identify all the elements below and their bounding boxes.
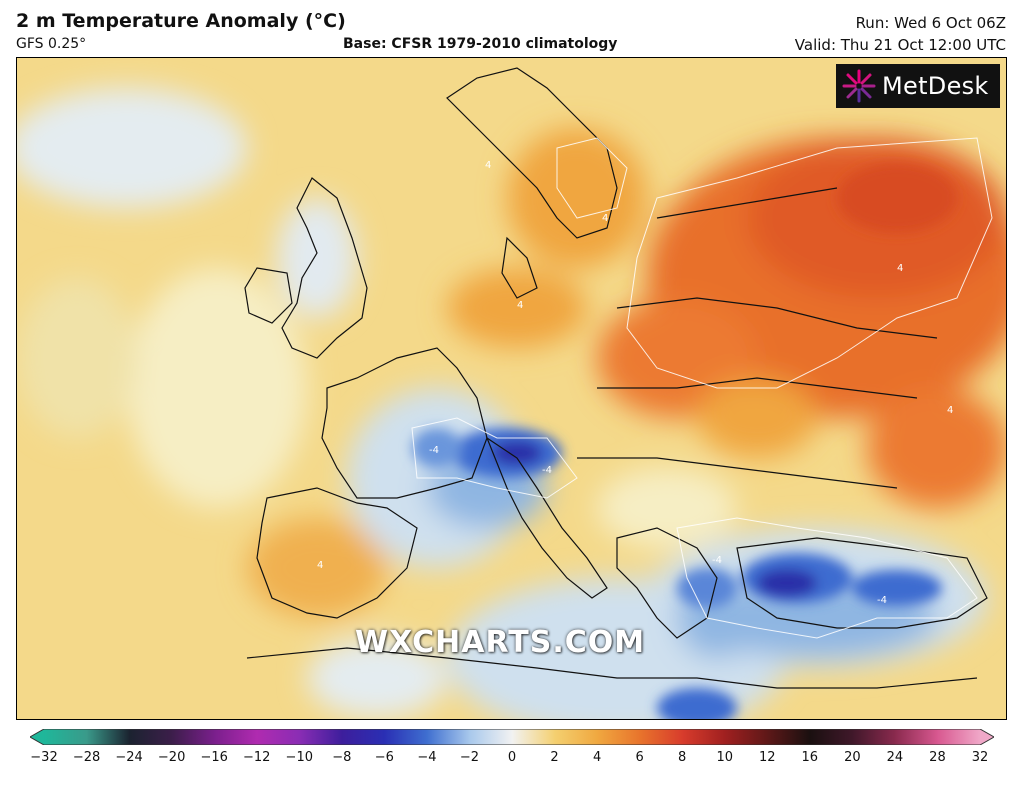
contour-lines xyxy=(411,137,993,639)
colorbar-segment xyxy=(554,729,598,745)
colorbar-tick-label: 10 xyxy=(716,750,733,765)
colorbar-tick-label: −8 xyxy=(332,750,352,765)
colorbar-segment xyxy=(384,729,428,745)
colorbar-arrow-left xyxy=(30,729,44,745)
metdesk-logo: MetDesk xyxy=(836,64,1000,108)
contour-label: -4 xyxy=(877,595,887,606)
colorbar-segment xyxy=(724,729,768,745)
colorbar-segment xyxy=(894,729,938,745)
run-label: Run: Wed 6 Oct 06Z xyxy=(855,14,1006,32)
colorbar-segment xyxy=(341,729,385,745)
anomaly-field xyxy=(17,88,1006,719)
colorbar-tick-label: 32 xyxy=(971,750,989,765)
cold-cores xyxy=(412,163,957,719)
colorbar-segment xyxy=(44,729,88,745)
model-label: GFS 0.25° xyxy=(16,36,87,52)
colorbar-segment xyxy=(512,729,556,745)
colorbar-tick-label: 6 xyxy=(635,750,644,765)
great-britain-outline xyxy=(281,177,368,359)
contour-label: -4 xyxy=(542,465,552,476)
colorbar-segment xyxy=(852,729,896,745)
colorbar-tick-label: 24 xyxy=(886,750,904,765)
colorbar-tick-label: 12 xyxy=(758,750,776,765)
colorbar-tick-label: −4 xyxy=(417,750,437,765)
colorbar-segment xyxy=(256,729,300,745)
denmark-outline xyxy=(501,236,538,299)
chart-title: 2 m Temperature Anomaly (°C) xyxy=(16,10,346,32)
colorbar-segment xyxy=(214,729,258,745)
colorbar-tick-label: −24 xyxy=(115,750,143,765)
coastlines xyxy=(244,67,988,689)
colorbar-ticks: −32 −28 −24 −20 −16 −12 −10 −8 −6 −4 −2 0 2 4 6 8 10 12 16… xyxy=(0,750,1024,770)
colorbar-tick-label: 2 xyxy=(550,750,559,765)
contour-label-group: 4 4 4 4 4 4 -4 -4 -4 -4 xyxy=(317,160,953,606)
colorbar-tick-label: −2 xyxy=(459,750,480,765)
colorbar-tick-label: −6 xyxy=(374,750,394,765)
contour-label: -4 xyxy=(429,445,439,456)
colorbar-segment xyxy=(767,729,811,745)
map-canvas: 4 4 4 4 4 4 -4 -4 -4 -4 xyxy=(17,58,1006,719)
italy-outline xyxy=(485,436,608,599)
colorbar-tick-label: −12 xyxy=(243,750,271,765)
colorbar-segment xyxy=(129,729,173,745)
colorbar xyxy=(30,729,994,745)
country-borders xyxy=(577,187,938,489)
contour-label: 4 xyxy=(517,300,523,311)
colorbar-tick-label: 20 xyxy=(844,750,861,765)
colorbar-tick-label: −16 xyxy=(200,750,228,765)
colorbar-tick-label: −32 xyxy=(30,750,58,765)
turkey-outline xyxy=(736,537,988,629)
colorbar-arrow-right xyxy=(980,729,994,745)
contour-label: 4 xyxy=(897,263,903,274)
metdesk-starburst-icon xyxy=(842,69,876,103)
colorbar-tick-label: −10 xyxy=(285,750,313,765)
colorbar-tick-label: 4 xyxy=(592,750,602,765)
wxcharts-watermark: WXCHARTS.COM xyxy=(355,625,646,660)
colorbar-segment xyxy=(809,729,853,745)
anomaly-map[interactable]: 4 4 4 4 4 4 -4 -4 -4 -4 MetDesk xyxy=(16,57,1007,720)
colorbar-tick-label: 8 xyxy=(678,750,687,765)
colorbar-tick-label: 16 xyxy=(801,750,819,765)
greece-balkans-outline xyxy=(616,527,718,639)
colorbar-tick-label: 28 xyxy=(929,750,946,765)
colorbar-segments xyxy=(30,729,994,745)
contour-label: 4 xyxy=(317,560,323,571)
colorbar-tick-label: 0 xyxy=(507,750,517,765)
colorbar-segment xyxy=(86,729,130,745)
ireland-outline xyxy=(244,267,293,324)
colorbar-segment xyxy=(937,729,981,745)
colorbar-segment xyxy=(639,729,683,745)
iberia-outline xyxy=(256,487,418,619)
colorbar-segment xyxy=(426,729,470,745)
colorbar-segment xyxy=(299,729,343,745)
colorbar-segment xyxy=(469,729,513,745)
north-africa-coast xyxy=(246,647,978,689)
colorbar-segment xyxy=(171,729,215,745)
colorbar-segment xyxy=(682,729,726,745)
colorbar-segment xyxy=(597,729,641,745)
contour-label: 4 xyxy=(485,160,491,171)
france-outline xyxy=(321,347,488,499)
valid-time-label: Valid: Thu 21 Oct 12:00 UTC xyxy=(794,36,1006,54)
metdesk-logo-text: MetDesk xyxy=(882,72,989,100)
contour-label: -4 xyxy=(712,555,722,566)
colorbar-tick-label: −28 xyxy=(72,750,101,765)
contour-label: 4 xyxy=(602,213,608,224)
contour-label: 4 xyxy=(947,405,953,416)
scandinavia-outline xyxy=(446,67,618,239)
climatology-base-label: Base: CFSR 1979-2010 climatology xyxy=(343,36,618,52)
colorbar-tick-label: −20 xyxy=(157,750,186,765)
